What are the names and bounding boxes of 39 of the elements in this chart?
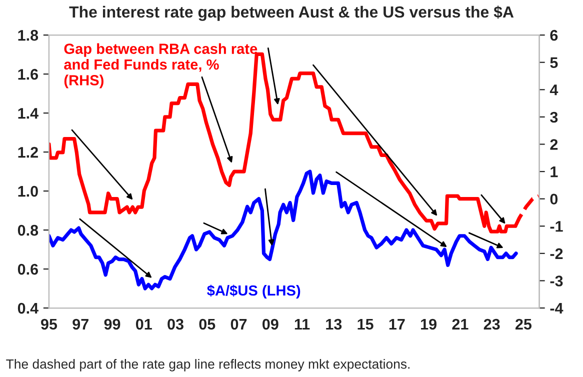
x-tick-label: 21 — [452, 318, 468, 330]
x-tick-label: 15 — [358, 318, 374, 330]
y2-tick-label: -1 — [550, 221, 563, 232]
y2-tick-label: 2 — [550, 139, 558, 150]
y-tick-label: 0.4 — [18, 302, 38, 314]
x-tick-label: 19 — [421, 318, 436, 330]
x-tick-label: 03 — [168, 318, 184, 330]
y2-tick-label: 5 — [550, 57, 558, 68]
x-tick-label: 25 — [515, 318, 532, 330]
x-tick-label: 95 — [41, 318, 58, 330]
y-tick-label: 1.2 — [18, 146, 38, 158]
y2-tick-label: 0 — [550, 194, 558, 205]
y-tick-label: 1.8 — [18, 30, 38, 41]
y-tick-label: 0.6 — [18, 264, 38, 275]
y2-tick-label: 3 — [550, 112, 558, 123]
x-tick-label: 17 — [389, 318, 405, 330]
y2-tick-label: -3 — [550, 276, 563, 286]
chart-title: The interest rate gap between Aust & the US versus the $A — [69, 6, 514, 21]
y2-tick-label: -4 — [550, 303, 564, 314]
x-tick-label: 97 — [72, 318, 88, 330]
y2-tick-label: 6 — [550, 30, 558, 41]
x-tick-label: 23 — [484, 318, 500, 330]
y-tick-label: 0.8 — [18, 224, 38, 236]
x-tick-label: 07 — [230, 318, 247, 330]
x-tick-label: 13 — [326, 318, 342, 330]
y-tick-label: 1.4 — [18, 108, 38, 119]
y2-tick-label: 4 — [550, 84, 558, 96]
text: The dashed part of the rate gap line reflects money mkt expectations. — [6, 359, 410, 372]
x-tick-label: 11 — [294, 318, 310, 330]
y2-tick-label: -2 — [550, 248, 563, 259]
y2-tick-label: 1 — [550, 166, 558, 178]
y-tick-label: 1.6 — [18, 68, 38, 80]
y-tick-label: 1.0 — [18, 186, 38, 197]
x-tick-label: 99 — [104, 318, 120, 330]
x-tick-label: 09 — [262, 318, 278, 330]
x-tick-label: 05 — [199, 318, 216, 330]
x-tick-label: 01 — [136, 318, 152, 330]
text: $A/$US (LHS) — [207, 284, 300, 299]
series-label: Gap between RBA cash rate and Fed Funds rate, % (RHS) — [64, 43, 258, 88]
